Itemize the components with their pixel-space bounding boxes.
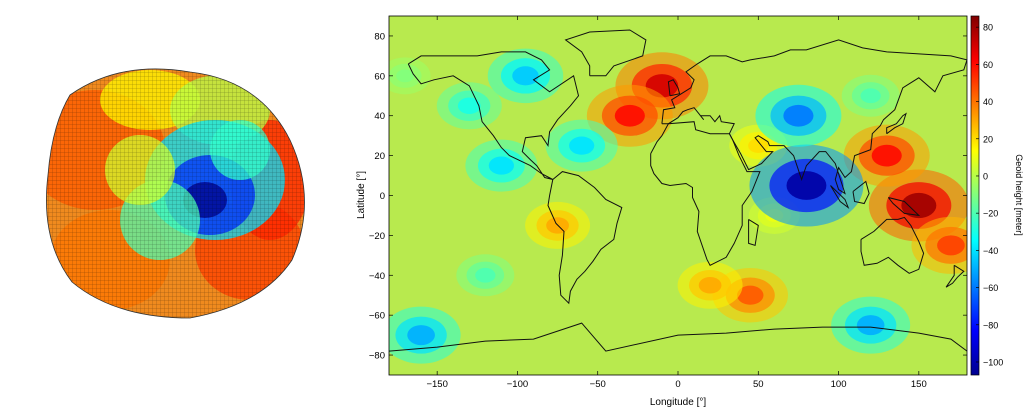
coastline-northamerica	[407, 51, 580, 180]
x-tick-label: 0	[675, 379, 680, 390]
y-tick-label: 60	[374, 71, 385, 82]
coastline-sumatra	[830, 185, 850, 209]
geoid-anomaly	[457, 97, 481, 114]
colorbar-tick-label: −80	[983, 320, 998, 330]
coastline-britain	[667, 79, 681, 97]
y-tick-label: −20	[369, 231, 385, 242]
colorbar-tick-label: −60	[983, 283, 998, 293]
geoid-anomaly	[475, 267, 496, 283]
coastline-madagascar	[748, 218, 759, 247]
geoid-anomaly	[748, 138, 769, 153]
colorbar-tick-label: 20	[983, 134, 993, 144]
colorbar-tick-label: 40	[983, 97, 993, 107]
coastline-greenland	[564, 29, 647, 77]
coastline-eurasia	[661, 39, 967, 195]
coastline-borneo	[852, 180, 870, 205]
colorbar-tick-label: 60	[983, 60, 993, 70]
x-tick-label: 50	[753, 379, 764, 390]
geoid-anomaly	[783, 104, 814, 127]
x-tick-label: −150	[426, 379, 447, 390]
x-tick-label: −50	[590, 379, 606, 390]
y-axis-label: Latitude [°]	[356, 171, 367, 219]
x-axis-ticks: −150 −100 −50 0 50 100 150	[426, 16, 927, 390]
colorbar: 80 60 40 20 0 −20 −40 −60 −80 −100 Geoid height […	[970, 15, 1024, 376]
geoid-anomaly	[488, 156, 514, 175]
colorbar-tick-label: −40	[983, 246, 998, 256]
geoid-anomaly	[901, 192, 937, 219]
colorbar-tick-label: −20	[983, 209, 998, 219]
colorbar-gradient	[970, 15, 980, 376]
geoid-anomaly	[737, 285, 764, 305]
y-tick-label: 20	[374, 151, 385, 162]
colorbar-tick-label: −100	[983, 357, 1003, 367]
geoid-anomaly	[569, 136, 595, 155]
coastline-antarctica	[389, 322, 967, 352]
colorbar-tick-label: 0	[983, 171, 988, 181]
coastline-australia	[860, 216, 925, 274]
y-tick-label: 80	[374, 31, 385, 42]
coastline-newguinea	[887, 197, 921, 217]
geoid-anomaly	[512, 66, 539, 86]
geoid-anomaly	[856, 315, 885, 336]
x-tick-label: 150	[911, 379, 927, 390]
x-tick-label: 100	[831, 379, 847, 390]
geoid-anomaly	[396, 69, 414, 83]
x-tick-label: −100	[507, 379, 528, 390]
geoid-anomaly	[937, 235, 965, 256]
colorbar-ticks: 80 60 40 20 0 −20 −40 −60 −80 −100	[976, 23, 1003, 367]
geoid-anomaly	[860, 88, 881, 104]
coastline-africa	[650, 121, 761, 266]
coastline-nz	[945, 264, 965, 288]
geoid-anomaly	[698, 277, 722, 294]
y-tick-label: −80	[369, 351, 385, 362]
geoid-anomaly	[614, 104, 645, 127]
y-axis-ticks: −80 −60 −40 −20 0 20 40 60 80	[369, 31, 967, 362]
colorbar-tick-label: 80	[983, 23, 993, 33]
geoid-3d-surface	[46, 68, 305, 319]
geoid-anomaly	[407, 325, 435, 346]
x-axis-label: Longitude [°]	[650, 397, 706, 408]
geoid-anomaly	[786, 171, 827, 200]
geoid-anomaly	[871, 144, 902, 167]
y-tick-label: −40	[369, 271, 385, 282]
y-tick-label: 0	[380, 191, 385, 202]
y-tick-label: 40	[374, 111, 385, 122]
colorbar-label: Geoid height [meter]	[1014, 154, 1024, 236]
coastline-japan	[886, 112, 907, 135]
y-tick-label: −60	[369, 311, 385, 322]
coastline-southamerica	[547, 171, 623, 305]
geoid-map: −150 −100 −50 0 50 100 150 −80 −60 −40 −20 0 20 40 60…	[356, 15, 968, 408]
